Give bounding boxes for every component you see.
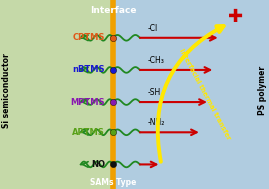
Text: -NH₂: -NH₂ bbox=[148, 118, 165, 127]
Text: -Cl: -Cl bbox=[148, 24, 158, 33]
Text: MPTMS: MPTMS bbox=[70, 98, 105, 107]
Text: nBTMS: nBTMS bbox=[72, 65, 105, 74]
Text: PS polymer: PS polymer bbox=[258, 66, 267, 115]
Text: -SH: -SH bbox=[148, 88, 161, 97]
Text: ✚: ✚ bbox=[228, 8, 243, 26]
Text: Interfacial thermal transfer: Interfacial thermal transfer bbox=[178, 48, 231, 141]
Text: Si semiconductor: Si semiconductor bbox=[2, 53, 11, 128]
Text: CPTMS: CPTMS bbox=[73, 33, 105, 42]
Bar bbox=[0, 0, 113, 189]
Bar bbox=[113, 0, 269, 189]
Text: -CH₃: -CH₃ bbox=[148, 56, 165, 65]
Text: APTMS: APTMS bbox=[72, 128, 105, 137]
Text: Interface: Interface bbox=[90, 6, 136, 15]
Text: NO: NO bbox=[91, 160, 105, 169]
Text: SAMs Type: SAMs Type bbox=[90, 178, 136, 187]
